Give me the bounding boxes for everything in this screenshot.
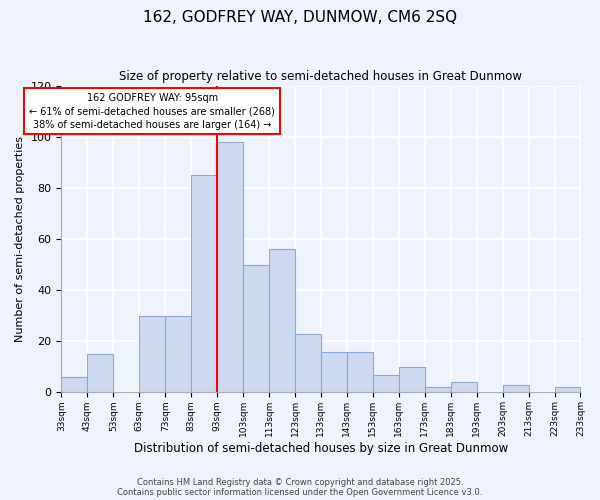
Bar [191, 175, 217, 392]
Bar [399, 367, 425, 392]
Bar [243, 264, 269, 392]
Text: 162 GODFREY WAY: 95sqm
← 61% of semi-detached houses are smaller (268)
38% of se: 162 GODFREY WAY: 95sqm ← 61% of semi-det… [29, 93, 275, 130]
Bar [295, 334, 321, 392]
Bar [554, 388, 580, 392]
Y-axis label: Number of semi-detached properties: Number of semi-detached properties [15, 136, 25, 342]
Text: Contains HM Land Registry data © Crown copyright and database right 2025.
Contai: Contains HM Land Registry data © Crown c… [118, 478, 482, 497]
Bar [503, 385, 529, 392]
Bar [373, 374, 399, 392]
X-axis label: Distribution of semi-detached houses by size in Great Dunmow: Distribution of semi-detached houses by … [134, 442, 508, 455]
Title: Size of property relative to semi-detached houses in Great Dunmow: Size of property relative to semi-detach… [119, 70, 523, 83]
Bar [139, 316, 165, 392]
Bar [217, 142, 243, 393]
Bar [347, 352, 373, 393]
Text: 162, GODFREY WAY, DUNMOW, CM6 2SQ: 162, GODFREY WAY, DUNMOW, CM6 2SQ [143, 10, 457, 25]
Bar [451, 382, 476, 392]
Bar [165, 316, 191, 392]
Bar [88, 354, 113, 393]
Bar [321, 352, 347, 393]
Bar [61, 377, 88, 392]
Bar [269, 249, 295, 392]
Bar [425, 388, 451, 392]
